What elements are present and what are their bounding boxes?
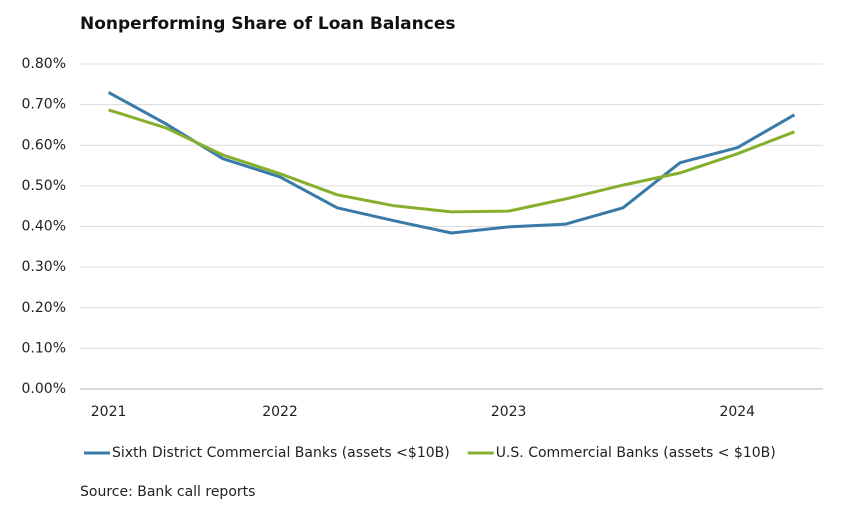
y-tick-label: 0.00% [22,381,66,397]
y-tick-label: 0.60% [22,137,66,153]
legend-label: Sixth District Commercial Banks (assets … [112,445,450,461]
x-tick-label: 2023 [491,404,527,420]
series-line [108,108,795,214]
x-tick-label: 2022 [262,404,298,420]
x-tick-label: 2024 [719,404,755,420]
y-tick-label: 0.40% [22,219,66,235]
y-tick-label: 0.30% [22,259,66,275]
series-line [107,91,796,235]
y-tick-label: 0.80% [22,56,66,72]
y-tick-label: 0.20% [22,300,66,316]
source-note: Source: Bank call reports [80,484,255,500]
y-tick-label: 0.50% [22,178,66,194]
y-tick-label: 0.10% [22,340,66,356]
chart-title: Nonperforming Share of Loan Balances [80,14,456,34]
legend-label: U.S. Commercial Banks (assets < $10B) [496,445,776,461]
y-tick-label: 0.70% [22,97,66,113]
x-tick-label: 2021 [91,404,127,420]
